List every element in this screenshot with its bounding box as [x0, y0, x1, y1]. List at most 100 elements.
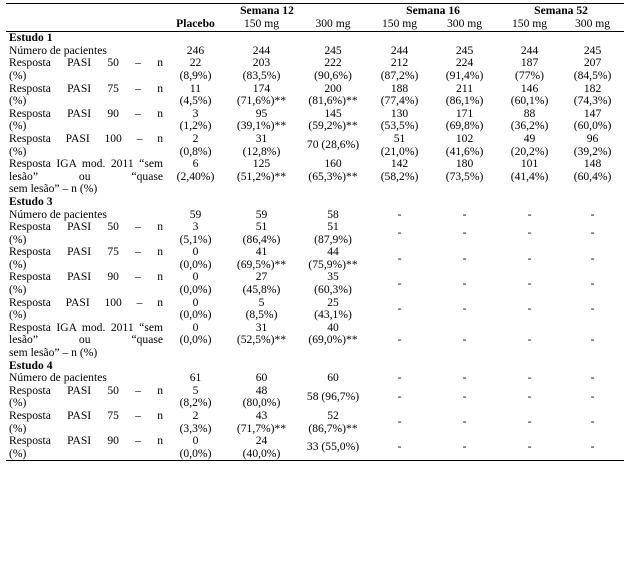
value-line: 3: [192, 106, 199, 120]
row-label: Resposta PASI 50 – n (%): [6, 384, 166, 410]
value-line: (53,5%): [380, 119, 419, 133]
value-cell: -: [561, 385, 624, 410]
value-line: (41,4%): [510, 169, 549, 183]
row-label-line: (%): [9, 396, 27, 410]
value-cell: -: [561, 410, 624, 435]
value-line: 3: [192, 220, 199, 234]
value-line: 0: [192, 295, 199, 309]
value-cell: 0 (0,0%): [166, 246, 225, 271]
value-line: 244: [252, 43, 271, 57]
value-line: 244: [520, 43, 539, 57]
value-line: 58 (96,7%): [306, 390, 360, 404]
value-line: (60,4%): [573, 169, 612, 183]
table-row: Resposta PASI 75 – n (%) 2 (3,3%) 43 (71,7%)…: [6, 409, 624, 435]
table-row: Resposta PASI 75 – n (%) 11 (4,5%) 174 (71,6…: [6, 81, 624, 108]
value-line: 146: [520, 81, 539, 95]
value-cell: 2 (0,8%): [166, 132, 225, 158]
value-line: -: [527, 440, 532, 454]
value-cell: 211 (86,1%): [431, 82, 498, 108]
value-line: (60,0%): [573, 119, 612, 133]
value-cell: -: [431, 271, 498, 296]
value-cell: 0 (0,0%): [166, 271, 225, 296]
value-cell: -: [561, 208, 624, 222]
value-cell: -: [368, 271, 431, 296]
value-cell: 5 (8,2%): [166, 383, 225, 410]
value-line: 44: [327, 245, 339, 259]
header-w12-150: 150 mg: [225, 17, 298, 33]
value-cell: 27 (45,8%): [225, 271, 298, 296]
row-label-line: (%): [9, 232, 27, 246]
value-line: -: [397, 440, 402, 454]
section-row: Estudo 3: [6, 195, 624, 209]
value-cell: 2 (3,3%): [166, 409, 225, 435]
header-w12-300: 300 mg: [298, 17, 369, 33]
value-line: -: [527, 207, 532, 221]
value-line: (12,8%): [242, 144, 281, 158]
value-cell: 147 (60,0%): [561, 107, 624, 133]
value-line: 224: [455, 56, 474, 70]
value-line: (74,3%): [573, 94, 612, 108]
value-cell: -: [431, 372, 498, 385]
value-cell: -: [561, 246, 624, 271]
value-line: (87,9%): [314, 232, 352, 246]
value-cell: 246: [166, 44, 225, 58]
value-line: 96: [586, 131, 599, 145]
row-label-line: “sem lesão” ou “quase: [9, 320, 163, 347]
value-cell: -: [431, 435, 499, 462]
row-label-line: Resposta PASI 90 – n: [9, 106, 163, 120]
value-cell: 59: [166, 208, 225, 222]
row-label-line: (%): [9, 446, 27, 460]
row-label-line: (%): [9, 257, 27, 271]
value-line: 5: [258, 295, 265, 309]
value-line: (8,5%): [245, 308, 278, 322]
value-cell: -: [368, 435, 432, 462]
header-week16: Semana 16: [368, 2, 499, 18]
header-w52-150: 150 mg: [498, 17, 562, 33]
value-cell: -: [498, 221, 561, 246]
row-label-line: Resposta PASI 75 – n: [9, 81, 163, 95]
value-cell: 245: [561, 44, 624, 58]
value-cell: -: [431, 246, 498, 271]
value-cell: -: [368, 297, 431, 322]
table-row: Resposta IGA mod. 2011 “sem lesão” ou “q…: [6, 320, 624, 360]
row-label-line: Resposta PASI 75 – n: [9, 245, 163, 259]
row-label-line: sem lesão” – n (%): [9, 182, 98, 196]
value-line: -: [462, 371, 467, 385]
value-line: 0: [192, 434, 199, 448]
value-line: -: [527, 276, 532, 290]
value-line: 200: [324, 81, 342, 95]
value-line: (69,8%): [445, 119, 484, 133]
row-label-line: “sem lesão” ou “quase: [9, 157, 163, 183]
value-line: -: [397, 390, 402, 404]
value-cell: -: [561, 435, 625, 462]
value-cell: -: [431, 208, 498, 222]
value-cell: 101 (41,4%): [498, 158, 561, 196]
value-cell: -: [431, 221, 498, 246]
value-cell: 11 (4,5%): [166, 82, 225, 108]
row-label-line: Resposta PASI 50 – n: [9, 220, 163, 234]
table-row: Resposta PASI 50 – n (%) 3 (5,1%) 51 (86,4%)…: [6, 220, 624, 246]
value-cell: -: [368, 410, 431, 435]
value-line: -: [397, 301, 402, 315]
row-label-line: Número de pacientes: [9, 371, 107, 385]
value-line: 59: [255, 207, 268, 221]
value-cell: 5 (8,5%): [225, 295, 298, 322]
row-label-line: Resposta PASI 75 – n: [9, 409, 163, 422]
value-cell: 43 (71,7%)**: [225, 409, 298, 435]
value-cell: 51 (86,4%): [225, 220, 298, 246]
value-cell: 3 (1,2%): [166, 106, 225, 133]
row-label-line: (%): [9, 68, 27, 82]
value-cell: 31 (52,5%)**: [225, 321, 298, 360]
table-row: Resposta PASI 90 – n (%) 3 (1,2%) 95 (39,1%)…: [6, 106, 624, 133]
row-label: Resposta PASI 90 – n (%): [6, 434, 166, 462]
value-line: 5: [192, 383, 199, 397]
value-cell: -: [498, 246, 561, 271]
value-cell: 58: [298, 208, 368, 222]
efficacy-table: Semana 12 Semana 16 Semana 52 Placebo 15…: [6, 2, 625, 462]
value-cell: 60: [225, 372, 298, 385]
value-cell: -: [368, 208, 431, 222]
value-line: (0,0%): [179, 283, 212, 297]
value-line: (20,2%): [510, 144, 549, 158]
value-line: 0: [192, 320, 199, 334]
value-line: -: [397, 371, 402, 385]
